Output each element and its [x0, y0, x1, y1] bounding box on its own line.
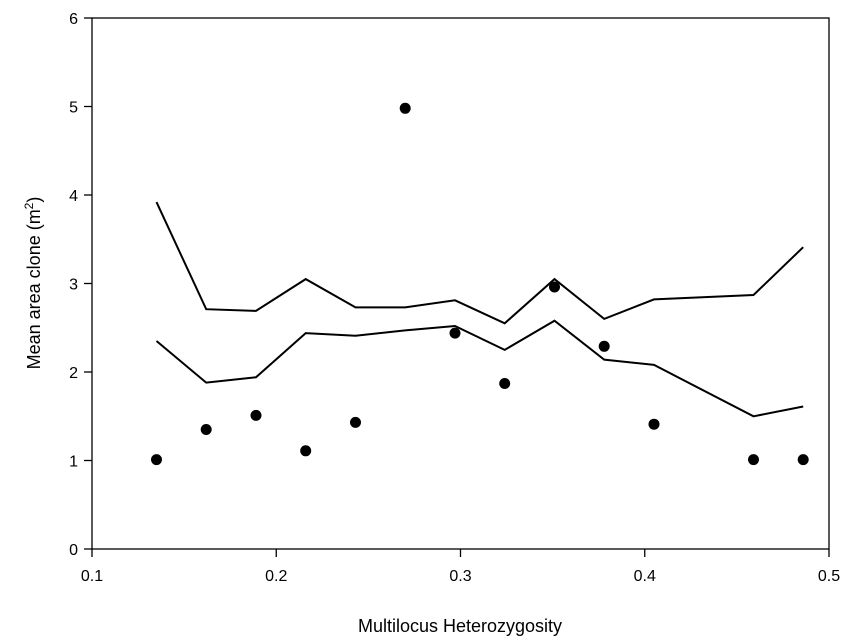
data-point — [797, 454, 809, 466]
x-tick-label: 0.4 — [634, 568, 656, 585]
plot-area — [92, 18, 829, 549]
data-point — [250, 409, 262, 421]
x-tick-label: 0.3 — [449, 568, 471, 585]
y-tick-label: 1 — [69, 454, 78, 471]
y-axis-label-sup: 2 — [22, 202, 36, 209]
data-point — [151, 454, 162, 466]
data-point — [300, 445, 312, 457]
data-point — [399, 102, 411, 114]
data-point — [200, 424, 212, 435]
data-point — [449, 327, 461, 339]
y-tick-label: 5 — [69, 100, 78, 117]
y-axis-label-suffix: ) — [24, 197, 44, 203]
data-point — [598, 340, 610, 352]
data-point — [748, 454, 759, 466]
y-tick-label: 2 — [69, 365, 78, 382]
reference-line-2 — [155, 319, 804, 418]
x-tick-label: 0.2 — [265, 568, 287, 585]
data-point — [350, 416, 361, 428]
reference-line-1 — [155, 201, 804, 325]
data-points — [151, 102, 809, 466]
y-tick-label: 0 — [69, 542, 78, 559]
y-tick-label: 4 — [69, 188, 78, 205]
data-point — [648, 418, 660, 430]
data-point — [499, 378, 511, 389]
x-axis-label: Multilocus Heterozygosity — [358, 616, 562, 636]
y-axis-label-prefix: Mean area clone (m — [24, 209, 44, 369]
y-tick-label: 3 — [69, 277, 78, 294]
y-tick-label: 6 — [69, 11, 78, 28]
axes: 0.1 0.2 0.3 0.4 0.5 0 1 2 3 4 5 6 — [69, 11, 840, 585]
x-tick-label: 0.5 — [818, 568, 840, 585]
y-axis-label: Mean area clone (m2) — [22, 197, 44, 370]
data-point — [549, 281, 560, 293]
reference-lines — [155, 201, 804, 418]
x-tick-label: 0.1 — [81, 568, 103, 585]
